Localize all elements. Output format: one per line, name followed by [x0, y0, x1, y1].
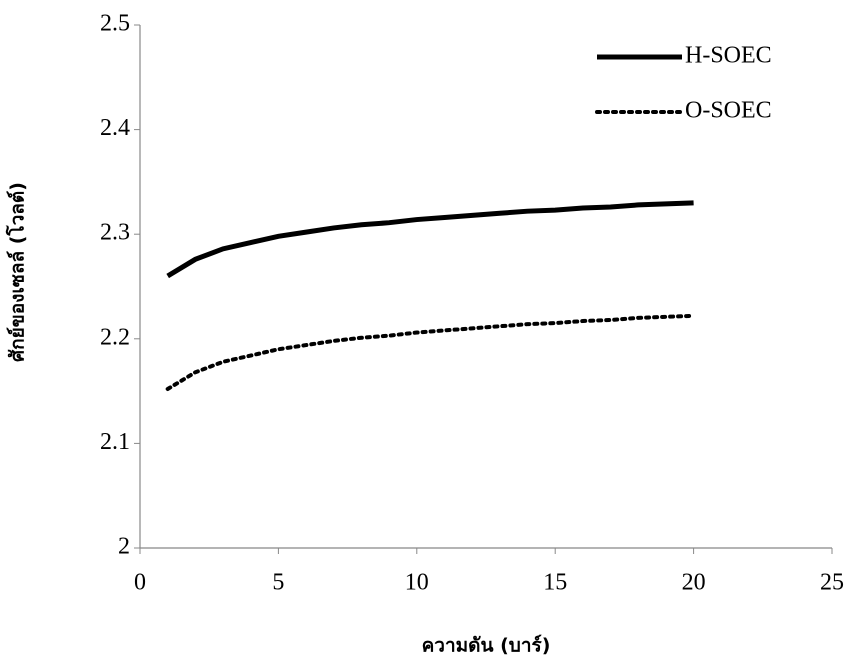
- x-tick-label: 10: [405, 570, 429, 596]
- series-line: [165, 313, 696, 392]
- y-tick-label: 2.2: [100, 324, 130, 350]
- legend-label: O-SOEC: [685, 98, 772, 124]
- y-axis-title: ศักย์ของเซลล์ (โวลต์): [6, 182, 29, 362]
- y-tick-label: 2.4: [100, 115, 130, 141]
- y-tick-label: 2.5: [100, 11, 130, 37]
- y-tick-label: 2.3: [100, 220, 130, 246]
- y-tick-label: 2.1: [100, 429, 130, 455]
- x-tick-label: 5: [272, 570, 284, 596]
- series-line: [166, 200, 694, 279]
- x-axis-title: ความดัน (บาร์): [422, 635, 551, 657]
- x-tick-label: 0: [134, 570, 146, 596]
- y-tick-label: 2: [118, 534, 130, 560]
- x-tick-label: 25: [820, 570, 844, 596]
- x-tick-label: 20: [682, 570, 706, 596]
- legend-label: H-SOEC: [685, 43, 772, 69]
- x-tick-label: 15: [543, 570, 567, 596]
